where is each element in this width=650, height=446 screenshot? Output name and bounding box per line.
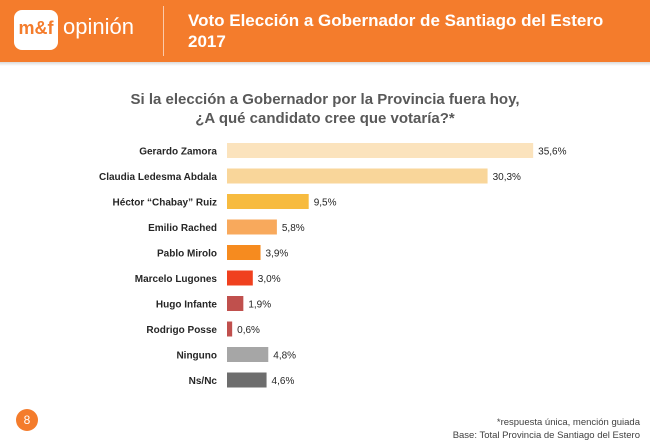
data-label: 0,6% [237, 325, 260, 336]
bar [227, 168, 488, 184]
category-label: Emilio Rached [148, 223, 217, 234]
data-label: 3,0% [258, 274, 281, 285]
chart-title-line1: Si la elección a Gobernador por la Provi… [130, 91, 520, 108]
logo-word: opinión [63, 14, 134, 39]
page-title-line2: 2017 [188, 32, 226, 51]
data-label: 5,8% [282, 223, 305, 234]
bar [227, 296, 244, 311]
data-label: 3,9% [266, 249, 289, 260]
category-label: Hugo Infante [156, 300, 218, 311]
bar [227, 143, 534, 158]
category-label: Héctor “Chabay” Ruiz [113, 198, 217, 209]
footnote-line2: Base: Total Provincia de Santiago del Es… [452, 430, 640, 441]
page-title-line1: Voto Elección a Gobernador de Santiago d… [188, 11, 604, 30]
logo-mf: m&f [18, 18, 54, 38]
category-label: Claudia Ledesma Abdala [99, 172, 217, 183]
data-label: 4,8% [273, 351, 296, 362]
header-bar: m&f opinión Voto Elección a Gobernador d… [0, 0, 650, 62]
bar [227, 321, 233, 337]
data-label: 9,5% [314, 198, 337, 209]
category-label: Ns/Nc [189, 376, 218, 387]
chart-title-line2: ¿A qué candidato cree que votaría?* [195, 110, 455, 127]
header-shadow [0, 62, 650, 66]
data-label: 1,9% [248, 300, 271, 311]
data-label: 30,3% [493, 172, 521, 183]
bar [227, 270, 253, 286]
page-title: Voto Elección a Gobernador de Santiago d… [188, 10, 628, 52]
data-label: 4,6% [272, 376, 295, 387]
bar [227, 245, 261, 260]
data-label: 35,6% [538, 147, 566, 158]
footnote-line1: *respuesta única, mención guiada [496, 417, 640, 428]
logo: m&f [14, 10, 58, 50]
category-label: Gerardo Zamora [139, 147, 217, 158]
bar [227, 219, 277, 235]
bar [227, 194, 309, 209]
category-label: Ninguno [176, 351, 217, 362]
category-label: Rodrigo Posse [146, 325, 217, 336]
header-divider [163, 6, 164, 56]
category-label: Pablo Mirolo [157, 249, 217, 260]
bar [227, 372, 267, 388]
chart-title: Si la elección a Gobernador por la Provi… [0, 90, 650, 128]
bar [227, 347, 269, 362]
footnote: *respuesta única, mención guiada Base: T… [453, 416, 640, 442]
page-number: 8 [16, 409, 38, 431]
category-label: Marcelo Lugones [135, 274, 218, 285]
